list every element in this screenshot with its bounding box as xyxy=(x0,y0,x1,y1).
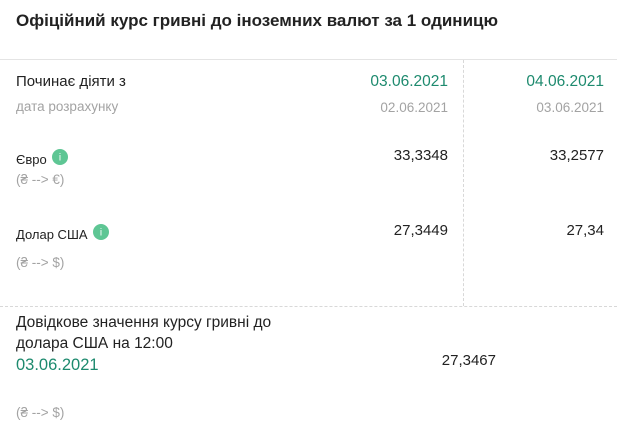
svg-text:i: i xyxy=(59,153,61,164)
svg-text:i: i xyxy=(99,228,101,239)
